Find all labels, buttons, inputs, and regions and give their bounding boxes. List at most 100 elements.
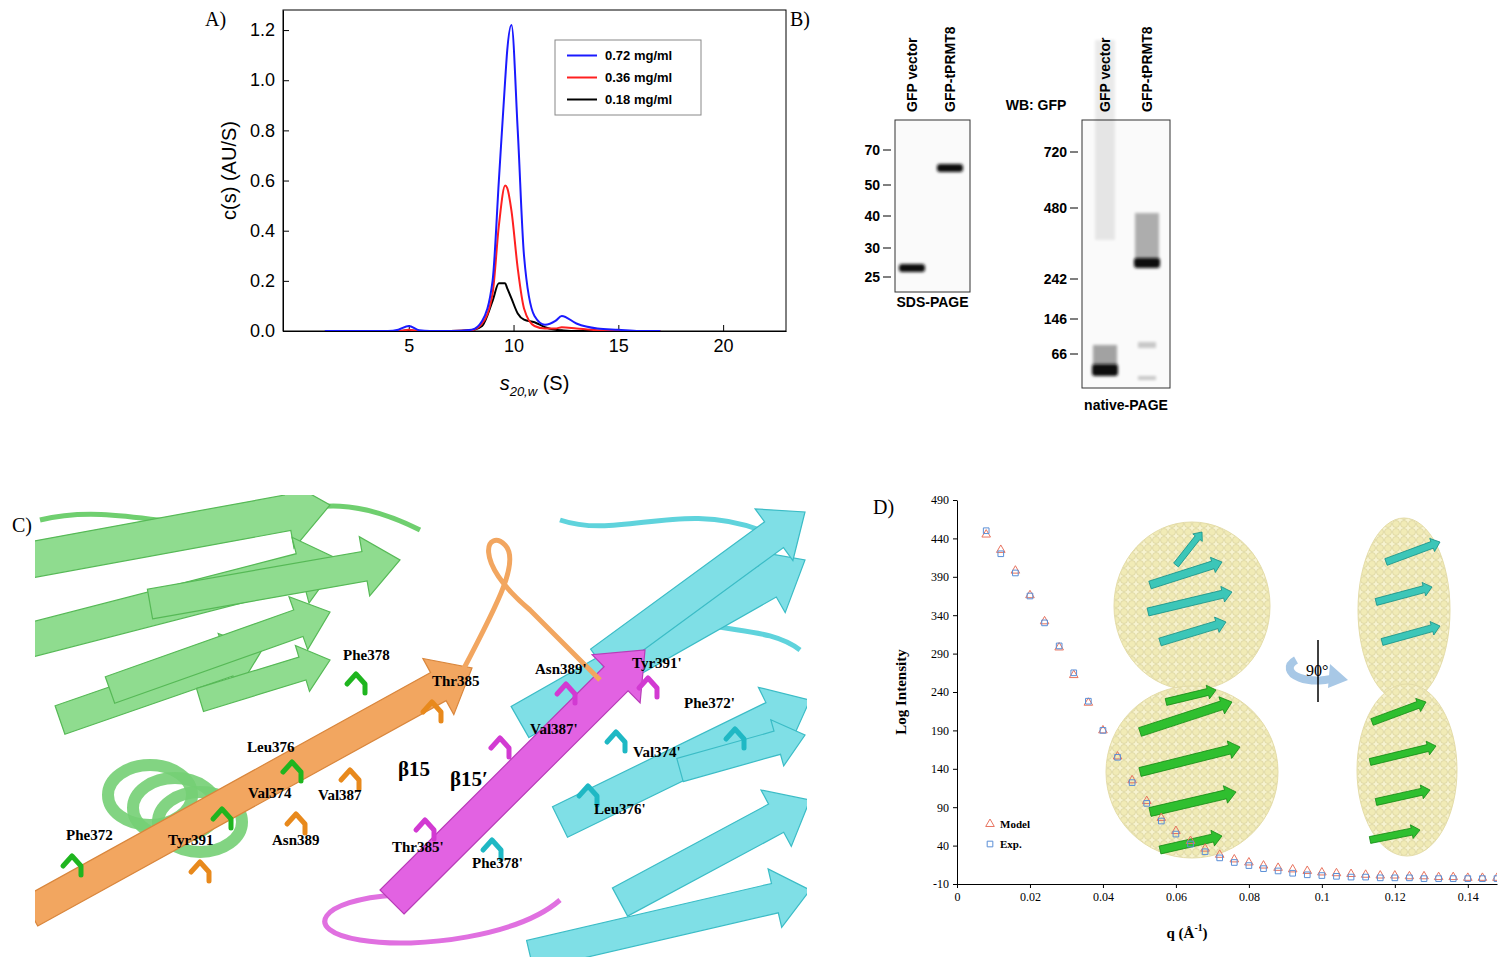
x-axis-title-subscript: 20,w: [509, 384, 539, 399]
tick: 0.12: [1385, 884, 1406, 904]
tick-mark: [283, 331, 289, 332]
tick-mark: [1395, 884, 1396, 888]
tick-label: 0.06: [1166, 890, 1187, 904]
plot-frame: [283, 10, 786, 331]
ribbon: [1375, 582, 1432, 605]
data-point: [1304, 872, 1310, 878]
axis: 0.00.20.40.60.81.01.2: [250, 11, 289, 342]
tick-mark: [953, 769, 957, 770]
tick: 90: [937, 801, 957, 815]
tick-label: 190: [931, 724, 949, 738]
data-point: [1494, 876, 1497, 882]
data-point: [1042, 620, 1048, 626]
tick-label: 0.0: [250, 321, 275, 341]
data-point: [1056, 643, 1062, 649]
lane-label: GFP-tPRMT8: [1139, 26, 1155, 112]
marker-tick: [1070, 208, 1078, 209]
legend-label: Model: [1000, 818, 1030, 830]
residue-stick: [639, 678, 657, 697]
envelope-blob: [1358, 518, 1450, 702]
tick: 20: [714, 325, 734, 356]
tick-label: 0.1: [1315, 890, 1330, 904]
residue-stick: [557, 684, 575, 703]
residue-label: Phe372': [684, 695, 735, 711]
data-point: [1115, 754, 1121, 760]
tick-label: 0.04: [1093, 890, 1114, 904]
data-point: [1480, 876, 1486, 882]
strand-label: β15: [398, 757, 430, 781]
tick-label: 0.12: [1385, 890, 1406, 904]
residue-label: Phe378': [472, 855, 523, 871]
residue-stick: [607, 732, 625, 751]
residue-label: Val374': [633, 744, 681, 760]
tick-mark: [283, 80, 289, 81]
legend-label: 0.18 mg/ml: [605, 92, 672, 107]
tick-mark: [953, 538, 957, 539]
band: [1092, 364, 1118, 376]
data-point: [1129, 780, 1135, 786]
gel-title: SDS-PAGE: [896, 294, 968, 310]
ribbon: [1139, 741, 1240, 777]
lane-label: GFP vector: [904, 37, 920, 112]
residue-label: Asn389': [535, 661, 587, 677]
beta-strand-15: [35, 659, 472, 927]
tick: 190: [931, 724, 957, 738]
panel-label: A): [205, 8, 226, 31]
chart-panel: 51015200.00.20.40.60.81.01.20.72 mg/ml0.…: [218, 10, 787, 399]
tick-mark: [953, 615, 957, 616]
legend-swatch: [567, 55, 597, 57]
structure-labels: Phe378Leu376Val374Val387Thr385Phe372Tyr3…: [66, 647, 735, 871]
envelope-blob: [1114, 522, 1270, 690]
ribbon: [1174, 532, 1203, 567]
legend-label: Exp.: [1000, 838, 1022, 850]
chart-panel: 00.020.040.060.080.10.120.14-10409014019…: [893, 493, 1500, 942]
tick-mark: [1176, 884, 1177, 888]
tick-label: 0.2: [250, 271, 275, 291]
tick-mark: [953, 654, 957, 655]
marker-label: 40: [864, 208, 880, 224]
y-axis-title: Log Intensity: [893, 649, 909, 735]
residue-label: Tyr391': [632, 655, 682, 671]
tick: 440: [931, 532, 957, 546]
axis: -104090140190240290340390440490: [931, 493, 958, 891]
tick-mark: [283, 281, 289, 282]
ribbon: [1381, 622, 1440, 646]
series-line: [325, 186, 660, 331]
residue-stick: [726, 729, 744, 748]
legend-swatch: [987, 841, 993, 847]
tick-mark: [953, 730, 957, 731]
tick: 290: [931, 647, 957, 661]
ribbon: [1369, 825, 1420, 844]
tick-mark: [1030, 884, 1031, 888]
beta-strand: [147, 537, 400, 619]
marks: [982, 528, 1497, 882]
marker-tick: [883, 277, 891, 278]
tick: 240: [931, 685, 957, 699]
lane-label: GFP-tPRMT8: [942, 26, 958, 112]
tick-label: 1.0: [250, 70, 275, 90]
beta-strand: [197, 646, 331, 712]
data-point: [1319, 873, 1325, 879]
data-point: [1465, 876, 1471, 882]
tick: 0.1: [1315, 884, 1330, 904]
marker-label: 242: [1044, 271, 1068, 287]
marker-label: 480: [1044, 200, 1068, 216]
data-point: [983, 528, 989, 534]
residue-label: Asn389: [272, 832, 320, 848]
figure: A)B)C)D)51015200.00.20.40.60.81.01.20.72…: [0, 0, 1500, 959]
tick: 0.6: [250, 171, 289, 191]
tick: 340: [931, 609, 957, 623]
tick-mark: [283, 181, 289, 182]
tick-label: 15: [609, 336, 629, 356]
tick-mark: [283, 231, 289, 232]
envelope-blob: [1106, 686, 1278, 858]
band: [899, 264, 925, 272]
tick-label: 10: [504, 336, 524, 356]
marker-label: 70: [864, 142, 880, 158]
ribbon: [1159, 617, 1226, 646]
tick-label: 0.14: [1458, 890, 1479, 904]
data-point: [1086, 698, 1092, 704]
data-point: [1188, 841, 1194, 847]
data-point: [1377, 875, 1383, 881]
tick: 0.4: [250, 221, 289, 241]
